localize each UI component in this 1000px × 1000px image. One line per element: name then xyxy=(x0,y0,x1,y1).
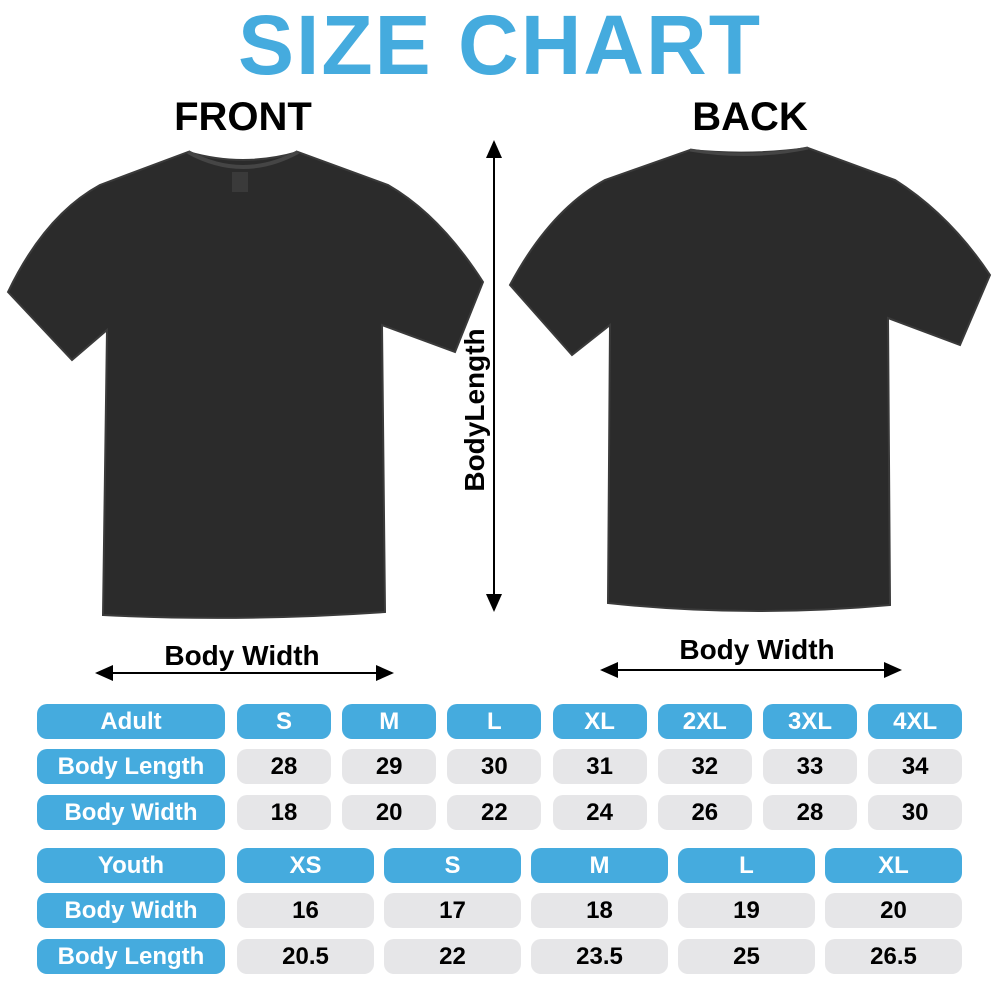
adult-value-cell: 31 xyxy=(552,749,647,784)
youth-row-label: Body Length xyxy=(37,939,225,974)
youth-value-cell: 18 xyxy=(531,893,668,928)
youth-size-header: S xyxy=(384,848,521,883)
youth-value-cell: 26.5 xyxy=(825,939,962,974)
adult-value-cell: 22 xyxy=(447,795,542,830)
adult-value-cell: 29 xyxy=(342,749,437,784)
youth-value-cell: 16 xyxy=(237,893,374,928)
adult-size-header: XL xyxy=(552,704,647,739)
adult-size-header: M xyxy=(342,704,437,739)
adult-row-label: Body Width xyxy=(37,795,225,830)
back-body-width-label: Body Width xyxy=(679,634,835,665)
front-tshirt-image xyxy=(6,150,485,619)
adult-value-cell: 32 xyxy=(657,749,752,784)
back-label: BACK xyxy=(692,95,808,139)
adult-size-header: S xyxy=(237,704,331,739)
adult-value-cell: 20 xyxy=(342,795,437,830)
adult-value-cell: 28 xyxy=(237,749,331,784)
page-title: SIZE CHART xyxy=(238,0,762,92)
youth-value-cell: 19 xyxy=(678,893,815,928)
back-tshirt-image xyxy=(508,146,992,613)
adult-size-header: 3XL xyxy=(763,704,857,739)
youth-size-header: M xyxy=(531,848,668,883)
youth-size-header: XS xyxy=(237,848,374,883)
youth-row-label: Body Width xyxy=(37,893,225,928)
youth-value-cell: 25 xyxy=(678,939,815,974)
adult-size-header: L xyxy=(447,704,542,739)
adult-value-cell: 18 xyxy=(237,795,331,830)
adult-size-header: 4XL xyxy=(868,704,963,739)
youth-size-header: L xyxy=(678,848,815,883)
adult-value-cell: 26 xyxy=(657,795,752,830)
adult-value-cell: 28 xyxy=(763,795,857,830)
youth-value-cell: 23.5 xyxy=(531,939,668,974)
adult-value-cell: 24 xyxy=(552,795,647,830)
youth-value-cell: 20.5 xyxy=(237,939,374,974)
youth-value-cell: 17 xyxy=(384,893,521,928)
youth-value-cell: 22 xyxy=(384,939,521,974)
adult-value-cell: 30 xyxy=(868,795,963,830)
front-body-width-label: Body Width xyxy=(164,640,320,671)
youth-size-header: XL xyxy=(825,848,962,883)
adult-header-cell: Adult xyxy=(37,704,225,739)
youth-header-cell: Youth xyxy=(37,848,225,883)
adult-value-cell: 30 xyxy=(447,749,542,784)
adult-size-header: 2XL xyxy=(657,704,752,739)
youth-value-cell: 20 xyxy=(825,893,962,928)
body-length-label: BodyLength xyxy=(459,328,490,492)
shirts-illustration xyxy=(6,140,992,681)
adult-value-cell: 34 xyxy=(868,749,963,784)
adult-value-cell: 33 xyxy=(763,749,857,784)
front-label: FRONT xyxy=(174,95,312,139)
adult-row-label: Body Length xyxy=(37,749,225,784)
